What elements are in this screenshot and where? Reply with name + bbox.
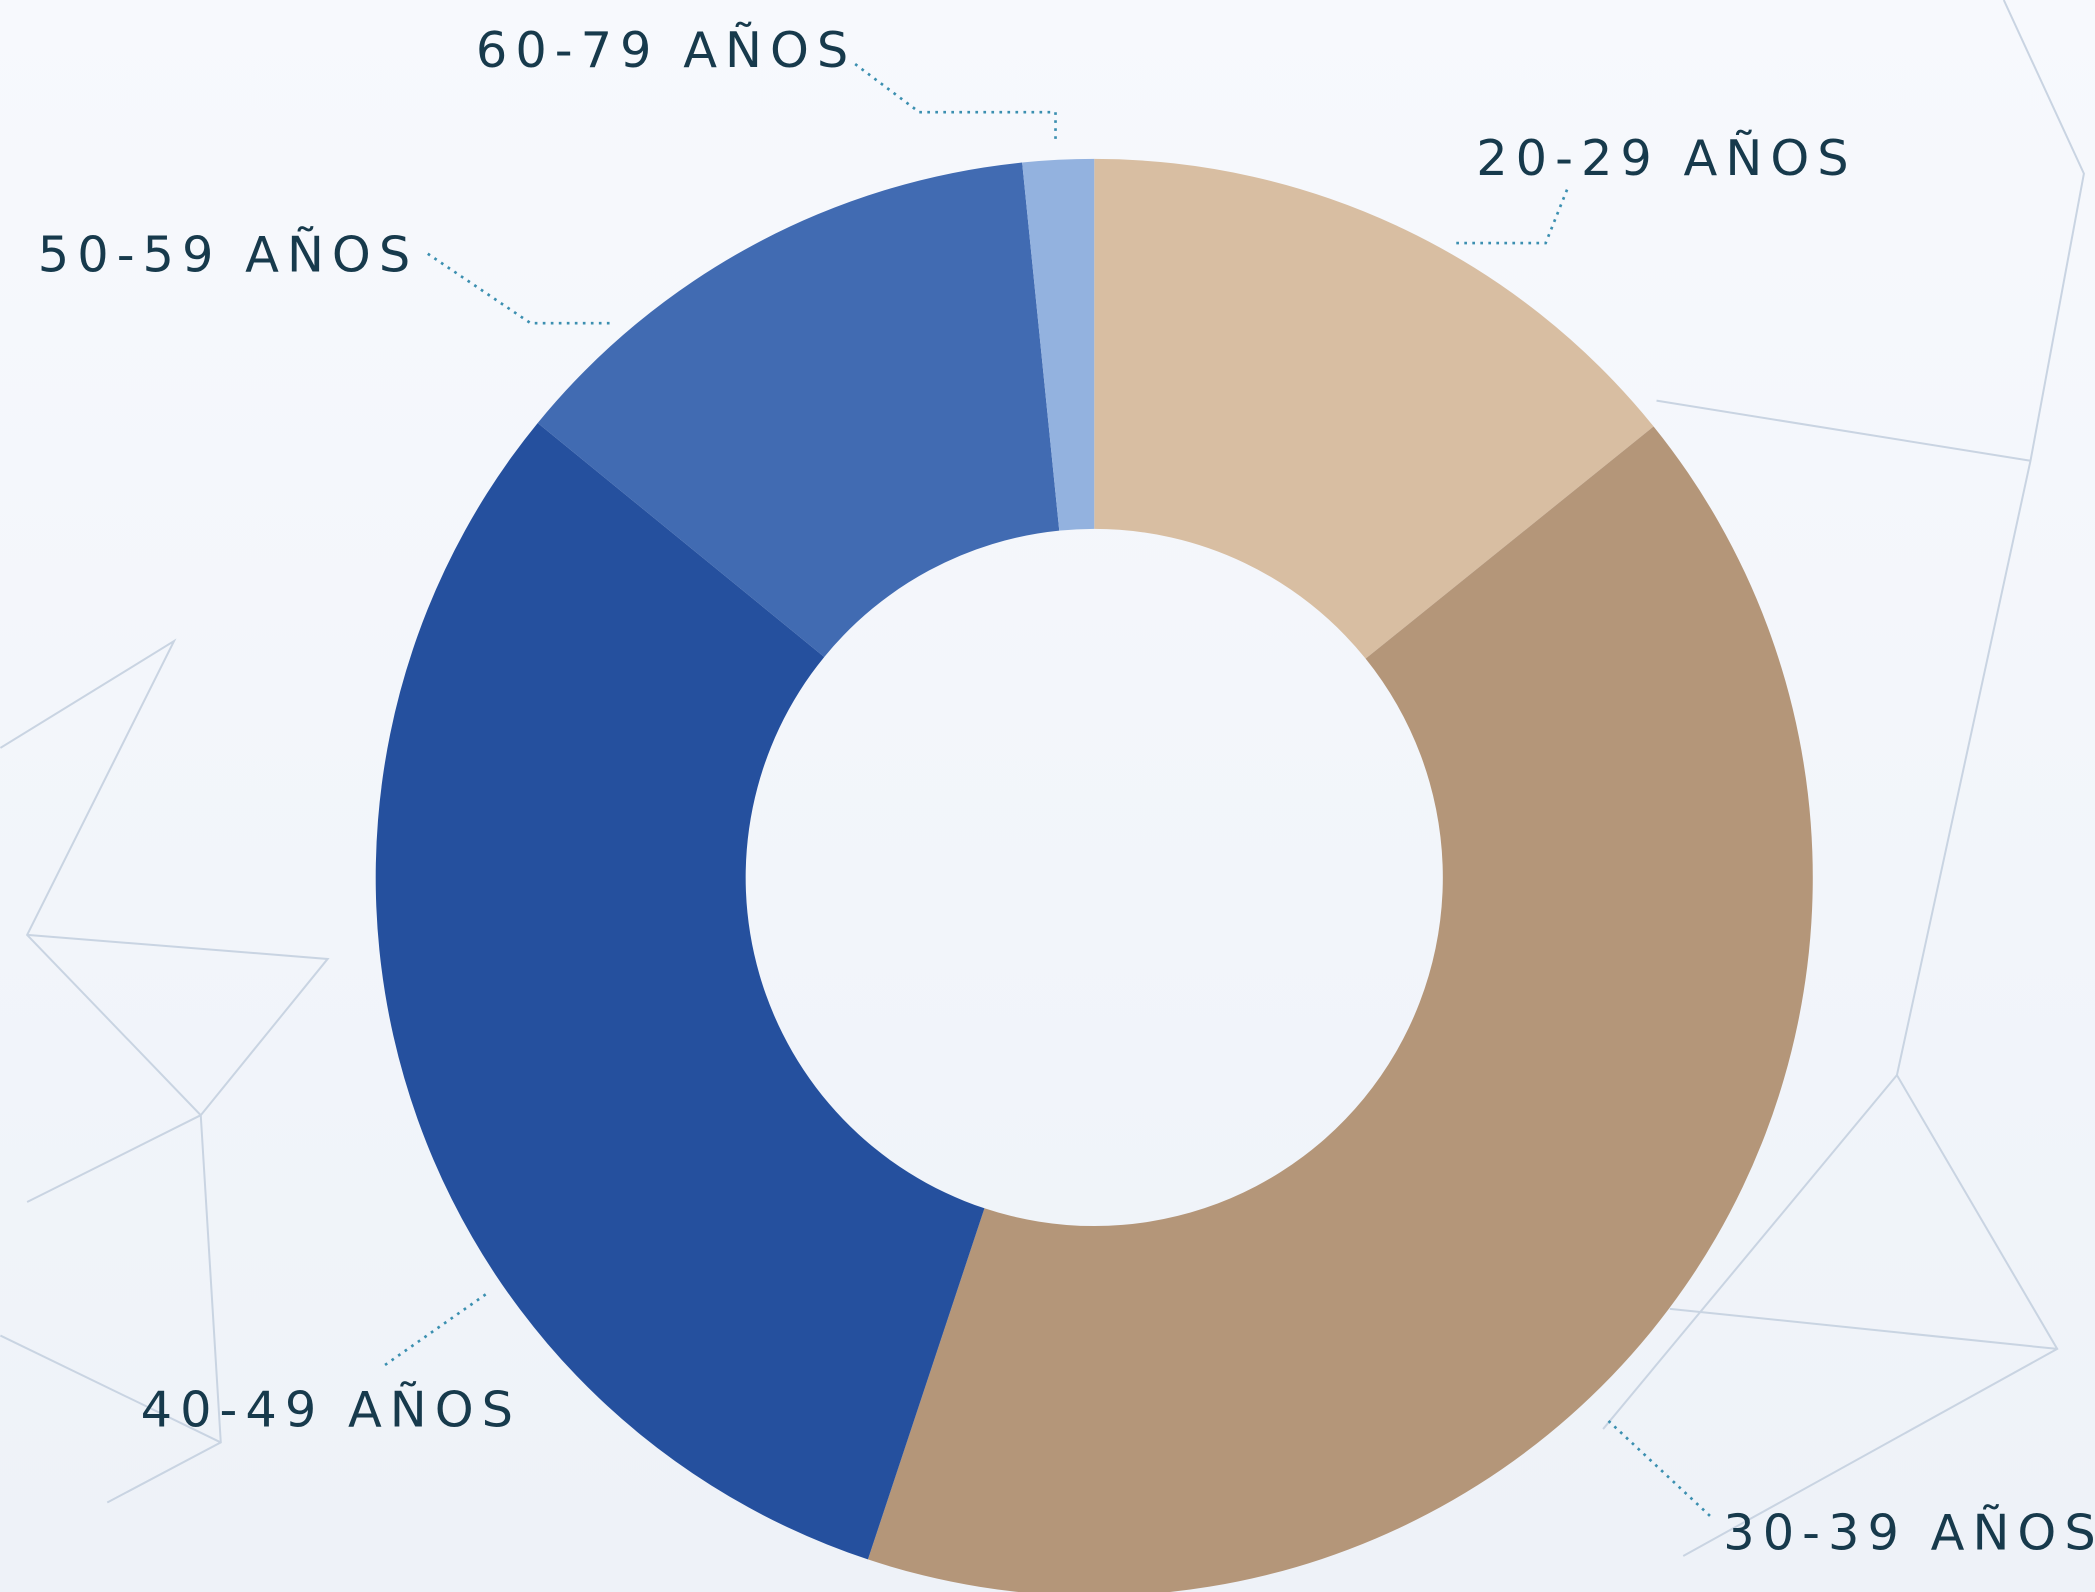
slice-label: 30-39 AÑOS bbox=[1723, 1503, 2095, 1561]
slice-label: 50-59 AÑOS bbox=[38, 225, 418, 283]
slice-label: 40-49 AÑOS bbox=[141, 1381, 521, 1439]
leader-line bbox=[854, 63, 1057, 142]
donut-slice bbox=[537, 162, 1060, 657]
donut-slice bbox=[1094, 158, 1654, 659]
background-network bbox=[0, 0, 2085, 1557]
donut-slice bbox=[867, 426, 1813, 1592]
leader-line bbox=[1604, 1417, 1711, 1517]
leader-line bbox=[384, 1291, 489, 1367]
donut-slice bbox=[1022, 158, 1095, 531]
leader-line bbox=[427, 252, 613, 325]
slice-label: 60-79 AÑOS bbox=[476, 21, 856, 79]
slice-label: 20-29 AÑOS bbox=[1476, 129, 1856, 187]
donut-slice bbox=[375, 422, 985, 1560]
leader-line bbox=[1453, 189, 1569, 245]
